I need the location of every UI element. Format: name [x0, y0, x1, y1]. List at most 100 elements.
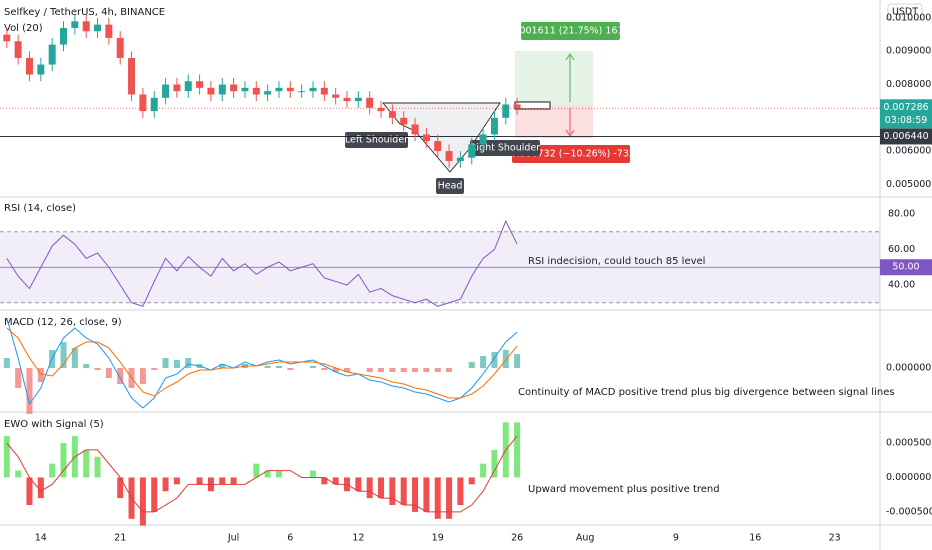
histogram-bar	[468, 362, 475, 368]
histogram-bar	[196, 477, 203, 485]
candle-body	[252, 87, 260, 95]
candle-body	[400, 117, 408, 125]
candle-body	[434, 141, 442, 152]
candle-body	[230, 84, 238, 92]
histogram-bar	[378, 477, 385, 499]
histogram-bar	[139, 368, 146, 384]
histogram-bar	[139, 477, 146, 526]
candle-body	[468, 144, 476, 158]
histogram-bar	[219, 364, 226, 368]
histogram-bar	[15, 368, 22, 388]
histogram-bar	[83, 364, 90, 368]
histogram-bar	[378, 368, 385, 372]
candle-body	[411, 124, 419, 135]
histogram-bar	[514, 354, 521, 368]
x-tick-label: 12	[352, 533, 364, 544]
histogram-bar	[446, 477, 453, 519]
countdown: 03:08:59	[885, 115, 928, 126]
target-label: 0.001611 (21.75%) 1611	[510, 26, 629, 37]
target-zone	[515, 51, 593, 105]
histogram-bar	[321, 368, 328, 370]
histogram-bar	[162, 477, 169, 492]
midline-label: 50.00	[892, 262, 919, 273]
histogram-bar	[287, 368, 294, 370]
y-tick-label: 0.009000	[886, 46, 931, 57]
histogram-bar	[253, 463, 260, 478]
ewo-title: EWO with Signal (5)	[4, 419, 104, 430]
annotation: Continuity of MACD positive trend plus b…	[518, 387, 895, 398]
histogram-bar	[309, 470, 316, 478]
candle-body	[173, 84, 181, 92]
x-tick-label: Aug	[576, 533, 595, 544]
candle-body	[150, 97, 158, 112]
y-tick-label: 40.00	[888, 279, 915, 290]
candle-body	[275, 87, 283, 92]
candle-body	[207, 87, 215, 95]
y-tick-label: 0.006000	[886, 146, 931, 157]
stop-label: -0.000732 (−10.26%) -732	[507, 149, 635, 160]
pattern-label: Head	[438, 181, 463, 192]
annotation: RSI indecision, could touch 85 level	[528, 256, 705, 267]
candle-body	[377, 107, 385, 112]
y-tick-label: 0.008000	[886, 79, 931, 90]
histogram-bar	[457, 477, 464, 506]
histogram-bar	[446, 368, 453, 372]
histogram-bar	[264, 366, 271, 368]
histogram-bar	[366, 477, 373, 499]
annotation: Upward movement plus positive trend	[528, 484, 720, 495]
y-tick-label: 0.000000	[886, 472, 931, 483]
pattern-label-box	[470, 140, 540, 156]
y-tick-label: 0.000000	[886, 363, 931, 374]
histogram-bar	[219, 477, 226, 485]
histogram-bar	[117, 368, 124, 384]
candle-body	[184, 81, 192, 92]
candle-body	[218, 84, 226, 95]
last-price-label: 0.007286	[883, 102, 928, 113]
y-tick-label: 0.005000	[886, 179, 931, 190]
histogram-bar	[355, 477, 362, 492]
histogram-bar	[49, 463, 56, 478]
histogram-bar	[389, 368, 396, 372]
histogram-bar	[389, 477, 396, 506]
chart-title: Selfkey / TetherUS, 4h, BINANCE	[4, 7, 165, 18]
candle-body	[286, 87, 294, 92]
histogram-bar	[412, 477, 419, 512]
x-tick-label: 6	[287, 533, 293, 544]
histogram-bar	[60, 443, 67, 478]
histogram-bar	[468, 477, 475, 485]
candle-body	[298, 91, 306, 93]
histogram-bar	[423, 368, 430, 372]
candle-body	[37, 64, 45, 75]
line	[6, 219, 518, 307]
volume-title: Vol (20)	[4, 23, 43, 34]
candle-body	[105, 24, 113, 38]
candle-body	[264, 91, 272, 95]
stop-zone	[515, 105, 593, 138]
histogram-bar	[344, 368, 351, 372]
macd-title: MACD (12, 26, close, 9)	[4, 317, 122, 328]
candle-body	[94, 24, 102, 32]
level-label: 0.006440	[883, 131, 928, 142]
last-price-box	[880, 99, 932, 129]
candle-body	[354, 97, 362, 102]
candle-body	[332, 94, 340, 98]
histogram-bar	[83, 449, 90, 478]
histogram-bar	[480, 463, 487, 478]
histogram-bar	[15, 470, 22, 478]
candle-body	[3, 34, 11, 42]
histogram-bar	[3, 358, 10, 368]
histogram-bar	[37, 477, 44, 499]
histogram-bar	[26, 368, 33, 414]
histogram-bar	[151, 368, 158, 370]
line	[6, 435, 518, 513]
histogram-bar	[514, 422, 521, 478]
histogram-bar	[151, 477, 158, 512]
candle-body	[456, 157, 464, 162]
rsi-title: RSI (14, close)	[4, 203, 76, 214]
histogram-bar	[37, 368, 44, 382]
candle-body	[320, 87, 328, 95]
histogram-bar	[94, 456, 101, 478]
histogram-bar	[400, 477, 407, 506]
